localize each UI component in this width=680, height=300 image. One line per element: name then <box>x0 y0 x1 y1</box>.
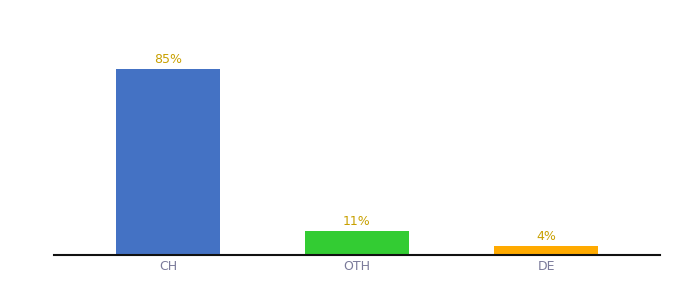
Bar <box>305 231 409 255</box>
Text: 11%: 11% <box>343 214 371 228</box>
Bar <box>494 246 598 255</box>
Bar <box>116 69 220 255</box>
Text: 4%: 4% <box>537 230 556 243</box>
Text: 85%: 85% <box>154 52 182 66</box>
